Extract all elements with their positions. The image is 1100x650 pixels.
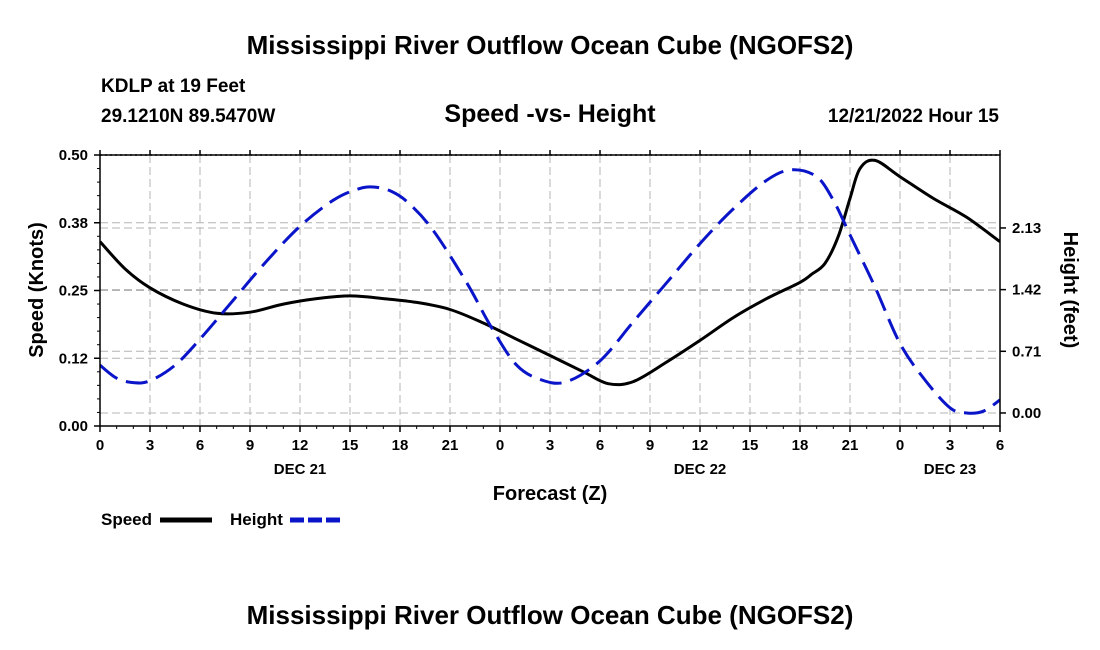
grid-layer [100,154,1000,426]
y-tick-label: 0.25 [59,283,88,300]
series-layer [100,158,1000,415]
x-tick-label: 15 [742,437,759,454]
x-tick-label: 21 [842,437,859,454]
x-tick-label: 3 [546,437,554,454]
x-tick-label: 18 [792,437,809,454]
date-label: DEC 22 [674,461,727,478]
x-tick-label: 6 [596,437,604,454]
chart-title: Mississippi River Outflow Ocean Cube (NG… [246,30,854,60]
y2-axis-title: Height (feet) [1059,232,1081,349]
y-tick-label: 0.12 [59,350,88,367]
legend-height-label: Height [230,510,283,529]
y2-tick-label: 1.42 [1012,282,1041,299]
height-series-line [100,168,1000,415]
x-tick-label: 12 [292,437,309,454]
x-tick-label: 9 [246,437,254,454]
x-tick-label: 3 [146,437,154,454]
x-tick-label: 0 [96,437,104,454]
x-tick-label: 6 [196,437,204,454]
x-tick-label: 6 [996,437,1004,454]
x-tick-label: 21 [442,437,459,454]
y-tick-label: 0.00 [59,418,88,435]
x-tick-label: 9 [646,437,654,454]
date-label: DEC 23 [924,461,977,478]
speed-series-line [100,158,1000,387]
x-tick-label: 0 [496,437,504,454]
x-tick-label: 3 [946,437,954,454]
y2-tick-label: 0.00 [1012,405,1041,422]
chart-subtitle: Speed -vs- Height [444,100,656,128]
station-label: KDLP at 19 Feet [101,76,246,97]
x-tick-label: 15 [342,437,359,454]
footer-title: Mississippi River Outflow Ocean Cube (NG… [246,600,854,630]
x-tick-label: 0 [896,437,904,454]
x-tick-label: 12 [692,437,709,454]
forecast-datetime: 12/21/2022 Hour 15 [827,106,999,127]
axis-layer: 0 3 6 9 12 15 18 21 0 3 6 9 12 15 18 21 0 3 6 DEC 21 DEC 22 D… [59,147,1041,478]
legend-speed-label: Speed [101,510,152,529]
station-coordinates: 29.1210N 89.5470W [101,106,276,127]
legend: Speed Height [101,510,342,529]
date-label: DEC 21 [274,461,327,478]
y-tick-label: 0.38 [59,215,88,232]
x-tick-label: 18 [392,437,409,454]
y2-tick-label: 2.13 [1012,220,1041,237]
y2-tick-label: 0.71 [1012,343,1041,360]
x-axis-title: Forecast (Z) [493,483,607,505]
y-axis-title: Speed (Knots) [26,222,48,358]
y-tick-label: 0.50 [59,147,88,164]
